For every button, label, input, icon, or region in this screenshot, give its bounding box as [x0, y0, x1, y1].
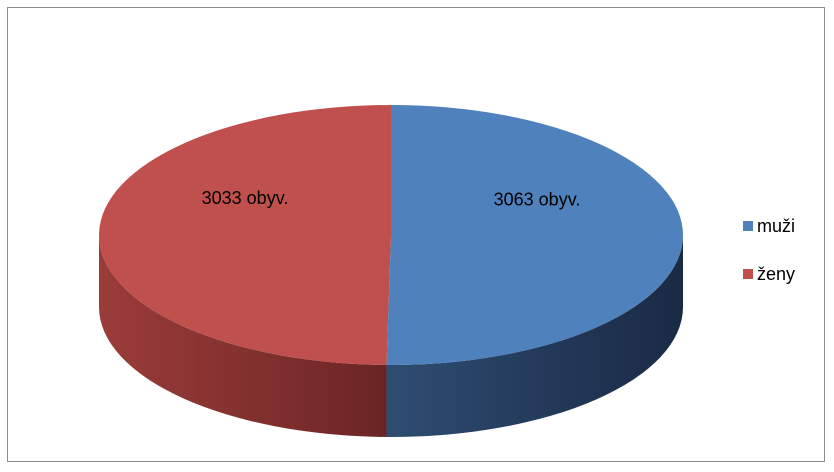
legend-swatch-zeny	[743, 269, 753, 279]
pie-chart: 3063 obyv. 3033 obyv.	[98, 105, 683, 437]
data-label-muzi: 3063 obyv.	[494, 189, 581, 209]
legend-label-zeny: ženy	[757, 264, 796, 284]
pie-slice-muzi	[386, 105, 683, 365]
pie-slice-zeny	[98, 105, 391, 365]
legend-swatch-muzi	[743, 221, 753, 231]
legend-label-muzi: muži	[757, 216, 796, 236]
legend-item-muzi: muži	[743, 216, 795, 236]
pie-side-0	[386, 235, 683, 437]
chart-area: 3063 obyv. 3033 obyv. muži ženy	[7, 7, 825, 462]
pie-side-1	[99, 235, 387, 437]
legend-item-zeny: ženy	[743, 264, 795, 284]
legend: muži ženy	[743, 216, 795, 312]
data-label-zeny: 3033 obyv.	[202, 188, 289, 208]
